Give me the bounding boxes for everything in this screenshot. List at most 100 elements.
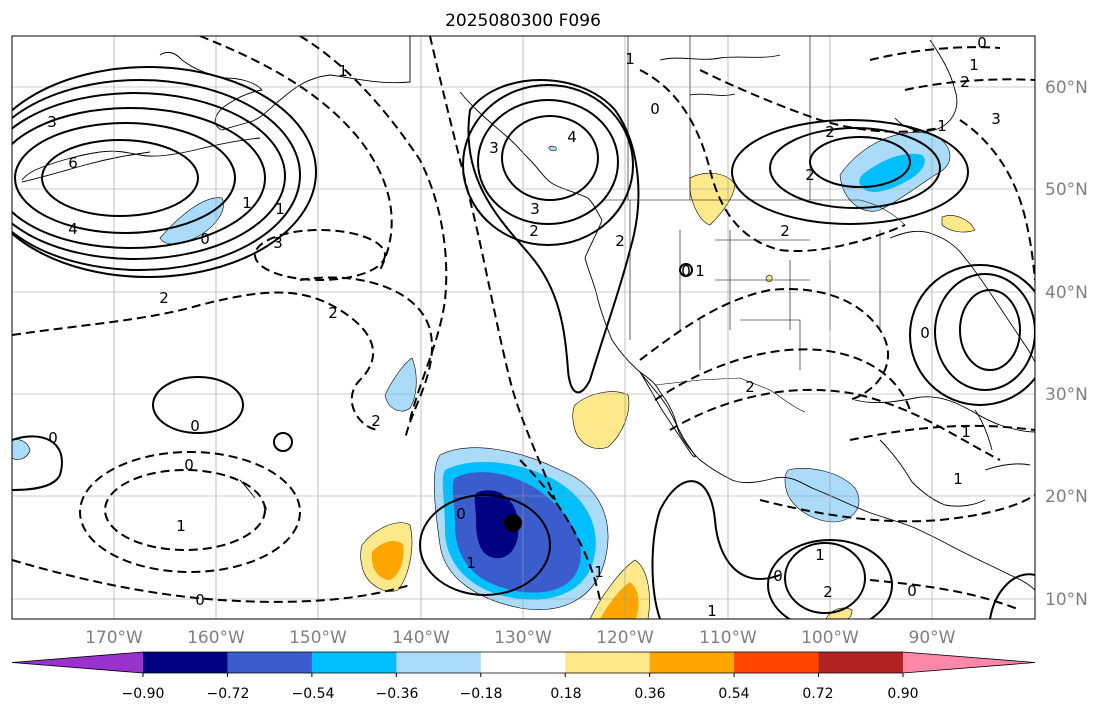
colorbar-segment bbox=[143, 652, 228, 673]
lon-tick-label: 130°W bbox=[494, 628, 552, 648]
contour-label: 3 bbox=[273, 234, 283, 252]
colorbar-segment bbox=[565, 652, 651, 673]
contour-dashed-9 bbox=[12, 559, 411, 603]
contour-label: 2 bbox=[960, 73, 970, 91]
contour-east-zero bbox=[989, 573, 1035, 619]
lon-tick-labels: 170°W 160°W 150°W 140°W 130°W 120°W 110°… bbox=[85, 628, 956, 648]
contour-west-zero bbox=[12, 435, 63, 491]
shaded-anomalies bbox=[12, 132, 976, 619]
contour-label: 3 bbox=[530, 200, 540, 218]
lon-tick-label: 160°W bbox=[187, 628, 245, 648]
contour-small-b bbox=[679, 263, 693, 277]
contour-dashed-20 bbox=[519, 459, 601, 601]
lon-tick-label: 110°W bbox=[699, 628, 757, 648]
colorbar-tick-label: −0.54 bbox=[292, 686, 335, 702]
contour-dashed-14 bbox=[669, 388, 1001, 461]
contour-east-high-3 bbox=[909, 264, 1035, 406]
contour-label: 1 bbox=[176, 517, 186, 535]
contour-label: 3 bbox=[47, 113, 57, 131]
contour-label: 1 bbox=[242, 194, 252, 212]
colorbar-tick-label: 0.72 bbox=[802, 686, 833, 702]
shade-neg-mexico-pacific bbox=[784, 468, 860, 523]
colorbar-segment bbox=[227, 652, 313, 673]
colorbar-tick-label: −0.36 bbox=[376, 686, 419, 702]
coast-west-canada-us bbox=[584, 219, 1035, 591]
colorbar-tick-label: 0.54 bbox=[718, 686, 749, 702]
contour-dashed-7 bbox=[104, 469, 266, 551]
colorbar-tick-label: 0.36 bbox=[634, 686, 665, 702]
contour-label: 0 bbox=[184, 456, 194, 474]
contour-label: 2 bbox=[328, 304, 338, 322]
lat-tick-label: 60°N bbox=[1045, 78, 1088, 98]
contour-canada-high-3 bbox=[462, 84, 634, 246]
contour-label: 1 bbox=[625, 50, 635, 68]
colorbar-segment bbox=[734, 652, 820, 673]
contour-label: 2 bbox=[823, 583, 833, 601]
contour-dashed-11 bbox=[699, 69, 941, 133]
coast-florida bbox=[974, 409, 993, 451]
contour-dashed-19 bbox=[959, 119, 1035, 281]
coast-baja bbox=[639, 371, 696, 458]
contour-gulf-high-3 bbox=[12, 107, 266, 249]
contour-label: 2 bbox=[529, 222, 539, 240]
contour-label: 1 bbox=[466, 554, 476, 572]
contour-dashed-4 bbox=[199, 36, 393, 271]
contours-dashed bbox=[12, 36, 1035, 611]
contour-east-high-2 bbox=[934, 273, 1035, 391]
coast-panhandle bbox=[459, 91, 603, 221]
contour-label: 3 bbox=[489, 139, 499, 157]
contour-tropical-zero bbox=[419, 494, 551, 596]
colorbar-segment bbox=[818, 652, 904, 673]
contour-canada-high-2 bbox=[477, 99, 619, 225]
shade-pos-south-orange bbox=[600, 582, 639, 619]
contour-label: 4 bbox=[68, 220, 78, 238]
coast-gulf-mexico bbox=[854, 396, 1035, 433]
lat-tick-label: 50°N bbox=[1045, 180, 1088, 200]
colorbar-extend-low bbox=[12, 652, 143, 673]
contour-label: 2 bbox=[159, 289, 169, 307]
contour-dashed-8 bbox=[79, 451, 301, 573]
contour-dashed-3 bbox=[254, 229, 386, 281]
contour-label: 2 bbox=[371, 412, 381, 430]
contour-label: 2 bbox=[615, 232, 625, 250]
contour-gulf-high-2 bbox=[14, 122, 236, 234]
contour-label: 0 bbox=[920, 324, 930, 342]
contour-label: 4 bbox=[567, 128, 577, 146]
gridlines bbox=[12, 36, 1035, 619]
contour-dashed-2 bbox=[299, 276, 433, 441]
colorbar-tick-label: 0.18 bbox=[550, 686, 581, 702]
contour-hudson-high-3 bbox=[731, 119, 969, 225]
contour-dashed-13 bbox=[654, 348, 911, 411]
lat-tick-label: 30°N bbox=[1045, 385, 1088, 405]
contour-dashed-6 bbox=[429, 36, 556, 501]
map-content bbox=[12, 36, 1035, 619]
contour-dashed-17 bbox=[869, 579, 1021, 611]
lat-tick-label: 20°N bbox=[1045, 487, 1088, 507]
colorbar-segment bbox=[311, 652, 397, 673]
contour-mexico-zero bbox=[651, 480, 781, 619]
contour-label: 0 bbox=[650, 100, 660, 118]
colorbar-extend-high bbox=[903, 652, 1035, 673]
contour-labels: 3 6 4 1 0 1 3 2 2 1 2 3 4 3 2 2 0 1 2 2 … bbox=[47, 34, 1001, 620]
contour-dashed-18 bbox=[869, 46, 1035, 91]
contour-dashed-5 bbox=[299, 36, 448, 421]
shade-pos-pacific-nw bbox=[689, 172, 736, 226]
lon-tick-label: 140°W bbox=[392, 628, 450, 648]
coast-aleutian-islands bbox=[21, 151, 151, 183]
coast-yucatan bbox=[879, 439, 986, 507]
contour-dashed-16 bbox=[759, 494, 1035, 523]
shade-pos-baja bbox=[572, 391, 630, 449]
contours-solid bbox=[12, 66, 1035, 619]
colorbar-segment bbox=[649, 652, 735, 673]
border-us-mexico bbox=[654, 377, 806, 413]
shade-pos-west-orange bbox=[372, 540, 404, 580]
contour-label: 0 bbox=[977, 34, 987, 52]
contour-label: 2 bbox=[745, 378, 755, 396]
coast-cuba bbox=[984, 463, 1031, 471]
contour-hudson-high-2 bbox=[769, 127, 941, 209]
contour-label: 1 bbox=[961, 423, 971, 441]
cyclone-center-marker bbox=[504, 514, 522, 532]
contour-mid-pacific-zero bbox=[152, 376, 244, 434]
contour-canada-high-4 bbox=[467, 79, 640, 394]
contour-gulf-high-4 bbox=[12, 92, 286, 260]
